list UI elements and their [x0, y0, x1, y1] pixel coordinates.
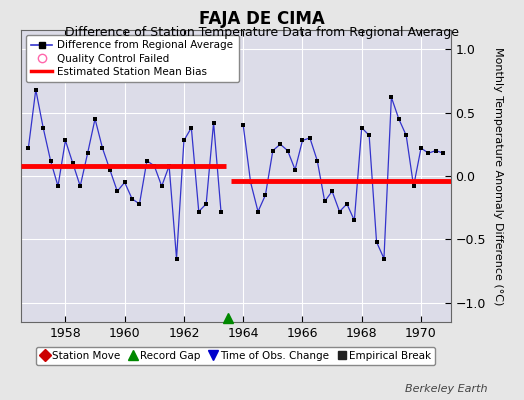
Y-axis label: Monthly Temperature Anomaly Difference (°C): Monthly Temperature Anomaly Difference (… [493, 47, 503, 305]
Text: FAJA DE CIMA: FAJA DE CIMA [199, 10, 325, 28]
Text: Difference of Station Temperature Data from Regional Average: Difference of Station Temperature Data f… [65, 26, 459, 39]
Legend: Station Move, Record Gap, Time of Obs. Change, Empirical Break: Station Move, Record Gap, Time of Obs. C… [36, 347, 435, 365]
Text: Berkeley Earth: Berkeley Earth [405, 384, 487, 394]
